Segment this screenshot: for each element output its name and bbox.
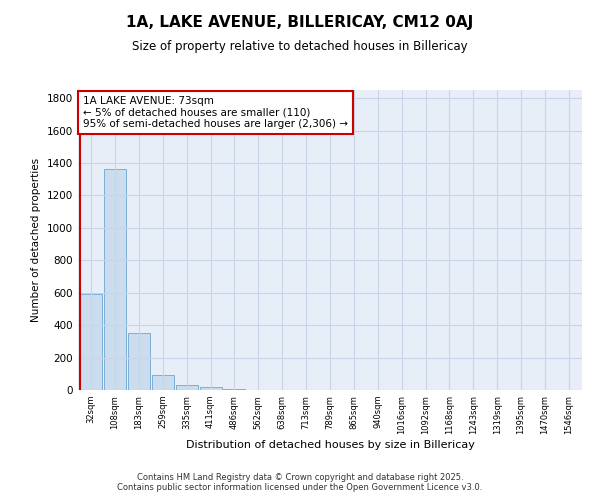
- Bar: [176, 385, 197, 390]
- Text: Size of property relative to detached houses in Billericay: Size of property relative to detached ho…: [132, 40, 468, 53]
- X-axis label: Distribution of detached houses by size in Billericay: Distribution of detached houses by size …: [185, 440, 475, 450]
- Bar: [223, 389, 245, 390]
- Bar: [80, 294, 102, 390]
- Text: 1A LAKE AVENUE: 73sqm
← 5% of detached houses are smaller (110)
95% of semi-deta: 1A LAKE AVENUE: 73sqm ← 5% of detached h…: [83, 96, 348, 129]
- Text: Contains HM Land Registry data © Crown copyright and database right 2025.
Contai: Contains HM Land Registry data © Crown c…: [118, 473, 482, 492]
- Text: 1A, LAKE AVENUE, BILLERICAY, CM12 0AJ: 1A, LAKE AVENUE, BILLERICAY, CM12 0AJ: [127, 15, 473, 30]
- Bar: [104, 170, 126, 390]
- Bar: [128, 333, 150, 390]
- Y-axis label: Number of detached properties: Number of detached properties: [31, 158, 41, 322]
- Bar: [152, 374, 174, 390]
- Bar: [200, 387, 221, 390]
